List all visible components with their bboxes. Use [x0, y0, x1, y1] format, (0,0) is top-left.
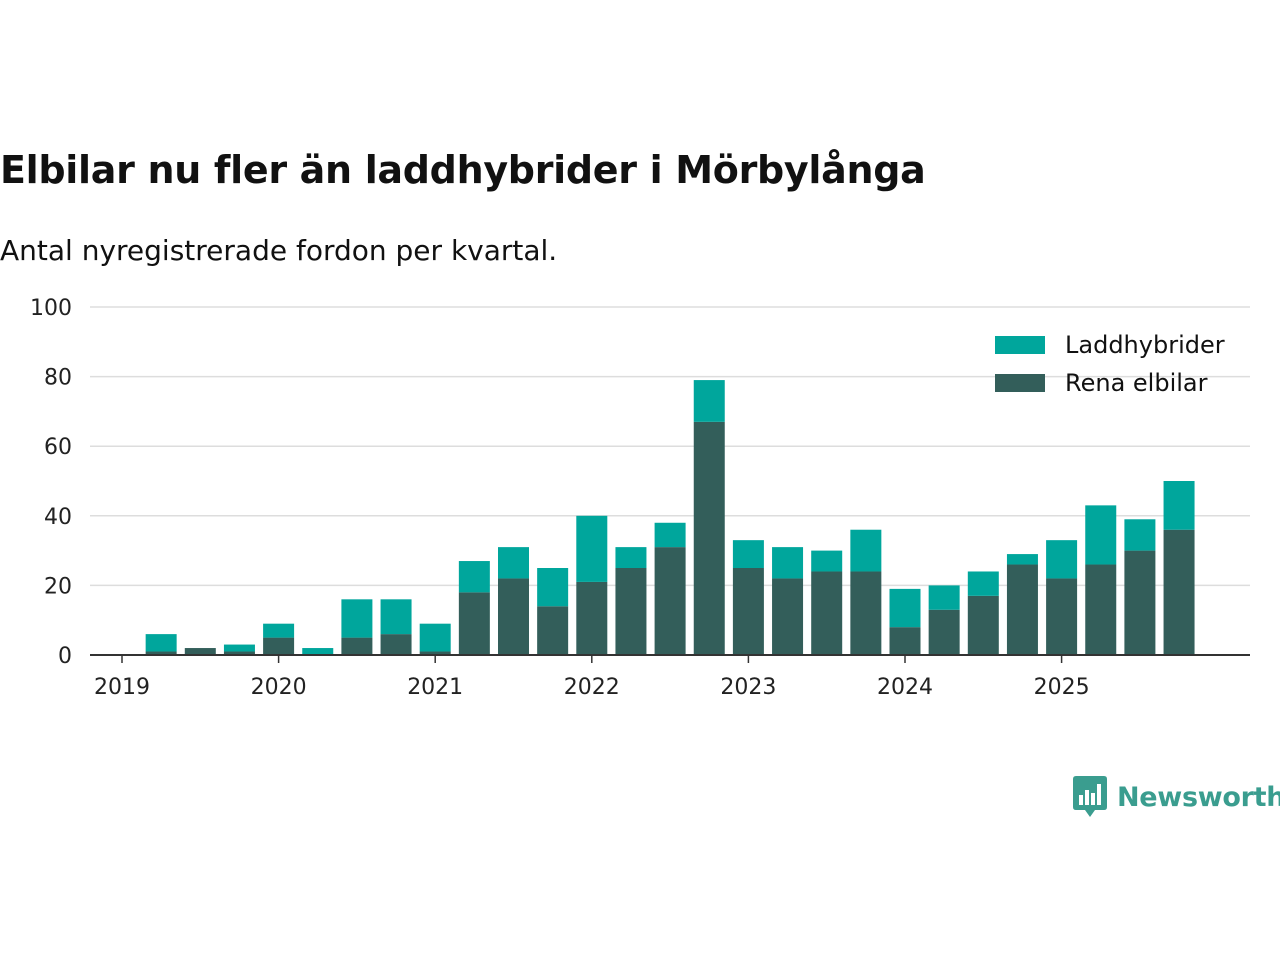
bar-laddhybrider-23 [1006, 554, 1038, 565]
bar-laddhybrider-5 [302, 648, 334, 655]
bar-rena-elbilar-14 [654, 547, 686, 655]
y-tick-label-0: 0 [58, 644, 72, 669]
bar-laddhybrider-15 [693, 380, 725, 422]
bar-laddhybrider-9 [458, 561, 490, 593]
bar-laddhybrider-26 [1124, 519, 1156, 551]
bar-rena-elbilar-10 [498, 578, 529, 655]
legend-swatch-rena_elbilar [995, 374, 1045, 392]
bar-rena-elbilar-27 [1163, 529, 1195, 655]
bar-rena-elbilar-3 [223, 651, 255, 655]
bar-rena-elbilar-17 [772, 578, 804, 655]
bars [145, 380, 1195, 655]
bar-laddhybrider-12 [576, 515, 608, 582]
bar-rena-elbilar-11 [537, 606, 569, 655]
y-tick-label-80: 80 [44, 366, 72, 391]
bar-laddhybrider-21 [928, 585, 960, 610]
chart-subtitle: Antal nyregistrerade fordon per kvartal. [0, 234, 558, 267]
bar-rena-elbilar-9 [458, 592, 490, 655]
x-tick-label-2022: 2022 [564, 675, 620, 700]
bar-laddhybrider-25 [1085, 505, 1117, 565]
bar-rena-elbilar-16 [732, 568, 764, 655]
x-tick-label-2021: 2021 [407, 675, 463, 700]
bar-rena-elbilar-26 [1124, 550, 1156, 655]
bar-laddhybrider-16 [732, 540, 764, 568]
legend-label-laddhybrider: Laddhybrider [1065, 331, 1225, 359]
bar-laddhybrider-10 [498, 547, 529, 579]
x-tick-label-2025: 2025 [1034, 675, 1090, 700]
bar-laddhybrider-27 [1163, 481, 1195, 530]
bar-rena-elbilar-24 [1046, 578, 1078, 655]
bar-laddhybrider-20 [889, 588, 921, 628]
y-tick-label-100: 100 [30, 296, 72, 321]
newsworthy-brand: Newsworthy [1073, 776, 1280, 818]
brand-name: Newsworthy [1117, 781, 1280, 813]
legend-label-rena_elbilar: Rena elbilar [1065, 369, 1208, 397]
bar-laddhybrider-13 [615, 547, 647, 568]
bar-laddhybrider-17 [772, 547, 804, 579]
bar-laddhybrider-4 [263, 623, 295, 638]
legend-swatch-laddhybrider [995, 336, 1045, 354]
bar-rena-elbilar-20 [889, 627, 921, 655]
bar-laddhybrider-1 [145, 634, 177, 652]
bar-laddhybrider-3 [223, 644, 255, 652]
x-tick-label-2019: 2019 [94, 675, 150, 700]
bar-laddhybrider-19 [850, 529, 882, 572]
bar-rena-elbilar-22 [967, 595, 999, 655]
bar-laddhybrider-18 [811, 550, 843, 572]
bar-laddhybrider-22 [967, 571, 999, 596]
bar-rena-elbilar-12 [576, 581, 608, 655]
bar-laddhybrider-11 [537, 568, 569, 607]
x-tick-label-2024: 2024 [877, 675, 933, 700]
x-tick-label-2020: 2020 [251, 675, 307, 700]
bar-rena-elbilar-7 [380, 634, 412, 655]
bar-rena-elbilar-15 [693, 421, 725, 655]
bar-laddhybrider-7 [380, 599, 412, 635]
bar-rena-elbilar-2 [184, 648, 216, 655]
chart-bubble-icon [1073, 776, 1107, 817]
bar-rena-elbilar-6 [341, 637, 373, 655]
bar-rena-elbilar-13 [615, 568, 647, 655]
bar-rena-elbilar-18 [811, 571, 843, 655]
legend: Laddhybrider Rena elbilar [995, 331, 1225, 397]
bar-rena-elbilar-19 [850, 571, 882, 655]
y-tick-label-60: 60 [44, 435, 72, 460]
y-tick-label-40: 40 [44, 505, 72, 530]
axes: 0 20 40 60 80 100 2019 2020 2021 2022 2023 2024 2025 [30, 296, 1250, 700]
bar-laddhybrider-8 [419, 623, 451, 652]
bar-rena-elbilar-23 [1006, 564, 1038, 655]
bar-rena-elbilar-21 [928, 609, 960, 655]
bar-laddhybrider-24 [1046, 540, 1078, 579]
chart-title: Elbilar nu fler än laddhybrider i Mörbyl… [0, 148, 926, 192]
bar-laddhybrider-14 [654, 522, 686, 548]
bar-rena-elbilar-8 [419, 651, 451, 655]
bar-rena-elbilar-25 [1085, 564, 1117, 655]
y-tick-label-20: 20 [44, 574, 72, 599]
x-tick-label-2023: 2023 [720, 675, 776, 700]
bar-laddhybrider-6 [341, 599, 373, 638]
bar-rena-elbilar-4 [263, 637, 295, 655]
bar-rena-elbilar-1 [145, 651, 177, 655]
